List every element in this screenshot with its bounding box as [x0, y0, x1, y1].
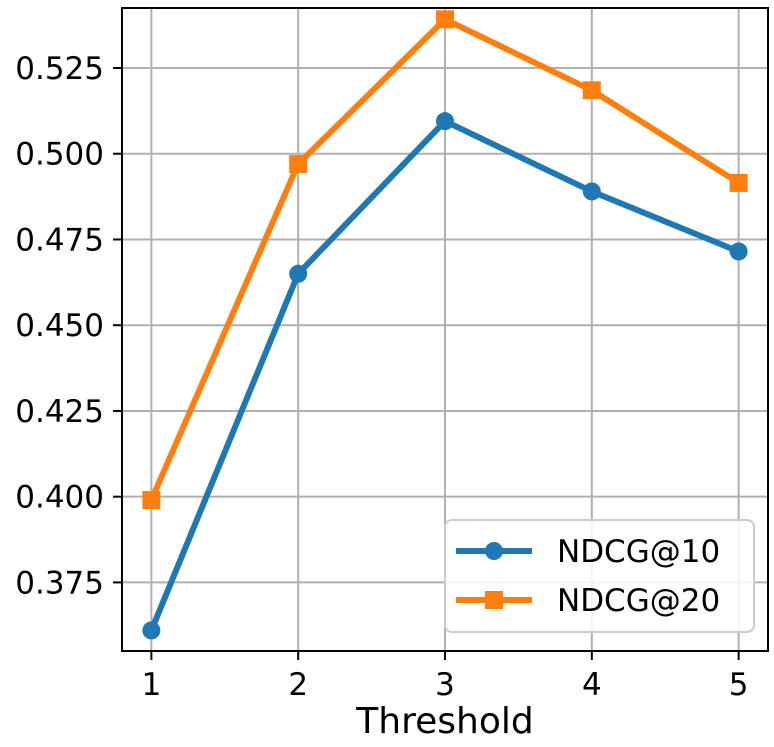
legend-label: NDCG@20: [557, 583, 720, 619]
y-tick-label: 0.450: [15, 308, 104, 344]
y-tick-label: 0.375: [15, 565, 104, 601]
chart-series: [142, 10, 748, 640]
legend-marker: [485, 591, 503, 609]
data-point-ndcg-10: [582, 182, 601, 201]
y-tick-label: 0.475: [15, 222, 104, 258]
y-tick-label: 0.500: [15, 137, 104, 173]
x-axis-title: Threshold: [355, 701, 533, 742]
y-tick-label: 0.425: [15, 394, 104, 430]
data-point-ndcg-10: [289, 264, 308, 283]
x-tick-label: 3: [435, 667, 455, 703]
data-point-ndcg-10: [729, 242, 748, 261]
data-point-ndcg-20: [289, 155, 308, 174]
axis-ticks: 1 2 3 4 5 0.375 0.400 0.425 0.450 0.475 0.500 0.525: [15, 51, 748, 703]
y-tick-label: 0.525: [15, 51, 104, 87]
x-tick-label: 4: [582, 667, 602, 703]
data-point-ndcg-10: [436, 112, 454, 131]
data-point-ndcg-20: [729, 173, 748, 192]
legend-label: NDCG@10: [557, 534, 720, 570]
y-tick-label: 0.400: [15, 480, 104, 516]
x-tick-label: 1: [141, 667, 161, 703]
data-point-ndcg-10: [142, 621, 161, 640]
legend-marker: [485, 542, 503, 560]
x-tick-label: 5: [729, 667, 749, 703]
data-point-ndcg-20: [436, 10, 454, 29]
legend: NDCG@10 NDCG@20: [444, 519, 755, 633]
data-point-ndcg-20: [582, 81, 601, 100]
x-tick-label: 2: [288, 667, 308, 703]
data-point-ndcg-20: [142, 491, 161, 510]
